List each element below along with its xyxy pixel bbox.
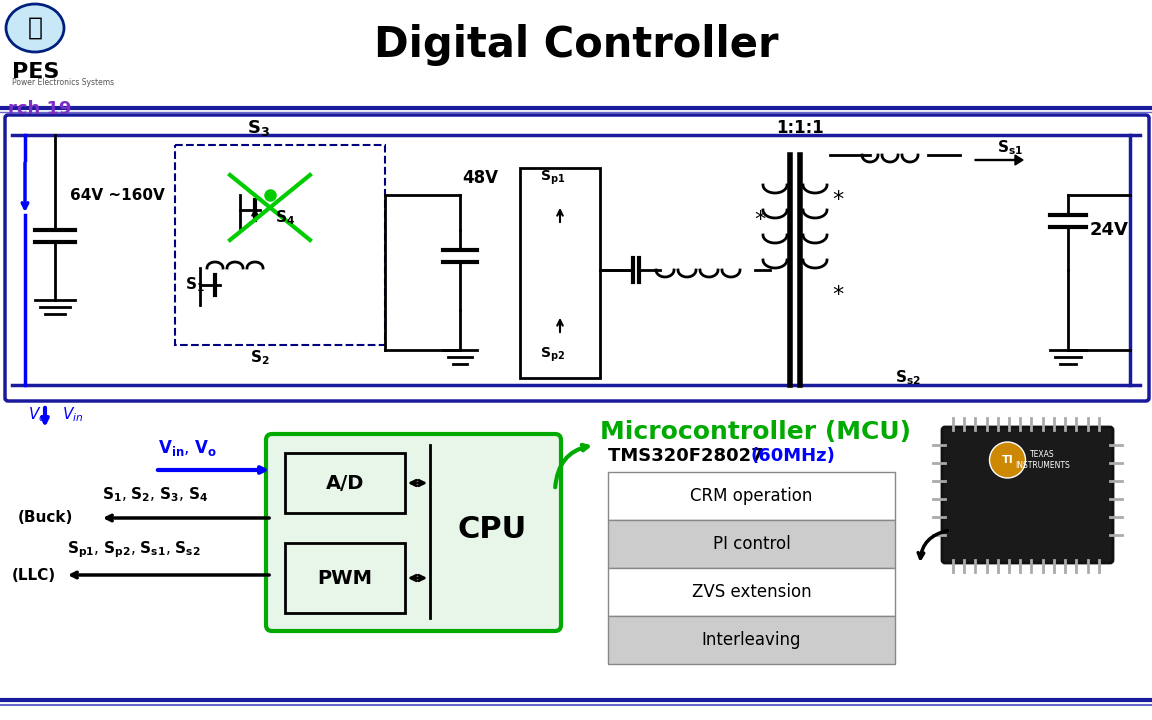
Text: Power Electronics Systems: Power Electronics Systems	[12, 78, 114, 87]
Text: $\mathbf{V_{in}}$, $\mathbf{V_o}$: $\mathbf{V_{in}}$, $\mathbf{V_o}$	[158, 438, 217, 458]
Text: 48V: 48V	[462, 169, 498, 187]
Text: $\mathbf{S_1}$: $\mathbf{S_1}$	[185, 276, 205, 294]
Text: TMS320F28027: TMS320F28027	[608, 447, 770, 465]
Text: $V_o$: $V_o$	[28, 405, 46, 424]
Bar	[285, 453, 406, 513]
Text: $\mathbf{S_3}$: $\mathbf{S_3}$	[247, 118, 270, 138]
Text: PI control: PI control	[713, 535, 790, 553]
Text: Microcontroller (MCU): Microcontroller (MCU)	[600, 420, 911, 444]
Text: *: *	[755, 210, 766, 230]
Text: PWM: PWM	[318, 569, 372, 588]
FancyArrow shape	[975, 155, 1023, 165]
Text: 🌐: 🌐	[28, 16, 43, 40]
Text: ZVS extension: ZVS extension	[691, 583, 811, 601]
Bar	[175, 145, 385, 345]
Text: 64V ~160V: 64V ~160V	[70, 187, 165, 202]
Text: rch 19: rch 19	[8, 100, 71, 118]
Text: A/D: A/D	[326, 474, 364, 492]
Text: (LLC): (LLC)	[12, 567, 56, 582]
Bar	[608, 568, 895, 616]
Text: TEXAS
INSTRUMENTS: TEXAS INSTRUMENTS	[1015, 450, 1070, 469]
Circle shape	[990, 442, 1025, 478]
Text: Digital Controller: Digital Controller	[373, 24, 779, 66]
FancyBboxPatch shape	[266, 434, 561, 631]
Text: (Buck): (Buck)	[18, 510, 74, 526]
Bar	[608, 616, 895, 664]
Bar	[520, 168, 600, 378]
Text: $\mathbf{S_2}$: $\mathbf{S_2}$	[250, 348, 270, 366]
Text: $\mathbf{S_{p1}}$: $\mathbf{S_{p1}}$	[540, 169, 566, 187]
Text: $\mathbf{S_{s1}}$: $\mathbf{S_{s1}}$	[996, 139, 1023, 158]
Text: 1:1:1: 1:1:1	[776, 119, 824, 137]
Text: $\mathbf{S_{p2}}$: $\mathbf{S_{p2}}$	[540, 346, 564, 364]
Text: 24V: 24V	[1090, 221, 1129, 239]
Text: TI: TI	[1001, 455, 1014, 465]
Text: CRM operation: CRM operation	[690, 487, 812, 505]
Text: *: *	[833, 190, 843, 210]
Text: (60MHz): (60MHz)	[751, 447, 836, 465]
FancyBboxPatch shape	[942, 427, 1113, 563]
Bar	[608, 520, 895, 568]
Text: $\mathbf{S_{s2}}$: $\mathbf{S_{s2}}$	[895, 369, 920, 387]
Text: $\mathbf{S_1}$, $\mathbf{S_2}$, $\mathbf{S_3}$, $\mathbf{S_4}$: $\mathbf{S_1}$, $\mathbf{S_2}$, $\mathbf…	[103, 485, 209, 504]
Bar	[608, 472, 895, 520]
Text: PES: PES	[12, 62, 60, 82]
Text: *: *	[833, 285, 843, 305]
Text: Interleaving: Interleaving	[702, 631, 802, 649]
Bar	[285, 543, 406, 613]
FancyBboxPatch shape	[5, 115, 1149, 401]
Text: $\mathbf{S_{p1}}$, $\mathbf{S_{p2}}$, $\mathbf{S_{s1}}$, $\mathbf{S_{s2}}$: $\mathbf{S_{p1}}$, $\mathbf{S_{p2}}$, $\…	[67, 539, 200, 560]
Text: $\mathbf{S_4}$: $\mathbf{S_4}$	[275, 209, 295, 228]
Ellipse shape	[6, 4, 65, 52]
Text: $V_{in}$: $V_{in}$	[62, 405, 83, 424]
Text: CPU: CPU	[457, 516, 526, 544]
